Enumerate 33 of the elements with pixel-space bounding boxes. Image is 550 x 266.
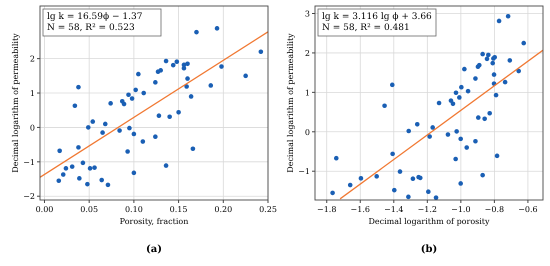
x-tick-label: −1.8 [317,205,336,214]
annotation: N = 58, R² = 0.481 [322,23,410,33]
x-tick-label: 0.20 [214,205,232,214]
y-tick-label: −1 [23,158,35,167]
x-tick-label: 0.05 [80,205,98,214]
x-axis-title: Decimal logarithm of porosity [368,217,490,226]
y-axis-title: Decimal logarithm of permeability [11,32,20,173]
x-tick-label: 0.25 [259,205,277,214]
x-tick-label: −0.8 [484,205,504,214]
y-axis-title: Decimal logarithm of permeability [286,32,295,173]
text: (a) [146,244,162,255]
y-tick-label: 2 [304,48,310,58]
annotation: lg k = 16.59ϕ − 1.37 [47,12,143,22]
y-tick-label: −2 [23,192,35,202]
x-tick-label: 0.10 [124,205,143,214]
y-tick-label: 1 [304,88,310,98]
x-tick-label: −1.0 [451,205,471,214]
annotation: N = 58, R² = 0.523 [47,23,135,33]
y-tick-label: 1 [30,89,35,98]
x-tick-label: 0.00 [36,205,54,214]
y-tick-label: −1 [298,167,310,176]
y-tick-label: 0 [304,128,310,137]
y-tick-label: 0 [30,123,35,132]
y-tick-label: 3 [304,9,310,18]
x-tick-label: 0.15 [170,205,188,214]
x-tick-label: −1.6 [350,205,370,214]
text: (b) [420,244,438,255]
x-axis-title: Porosity, fraction [120,217,188,226]
y-tick-label: 2 [30,54,35,64]
annotation: lg k = 3.116 lg ϕ + 3.66 [322,12,432,22]
x-tick-label: −1.4 [384,205,404,214]
x-tick-label: −0.6 [518,205,538,214]
x-tick-label: −1.2 [418,205,438,214]
